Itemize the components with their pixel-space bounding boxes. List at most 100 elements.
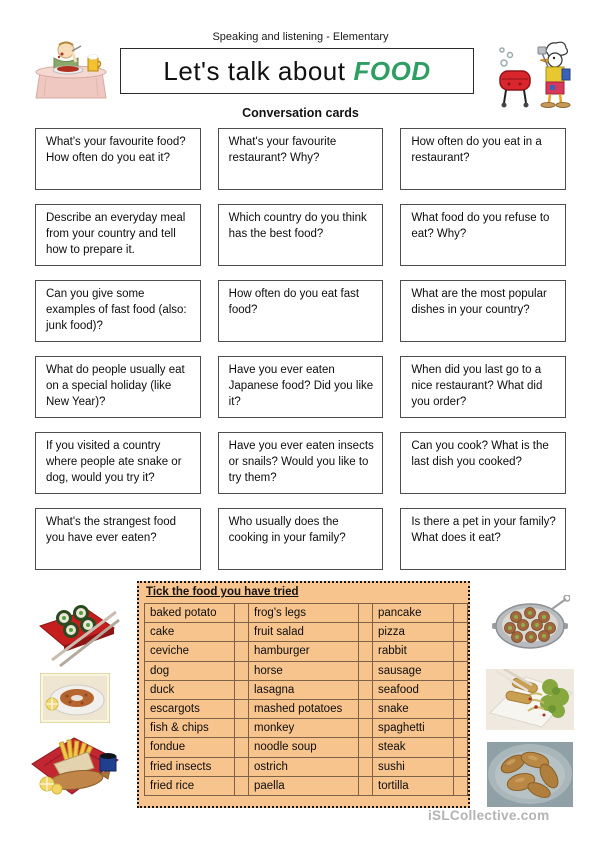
tick-box-cell[interactable] — [358, 602, 373, 624]
ceviche-plate-image — [39, 672, 111, 728]
tick-box-cell[interactable] — [358, 641, 373, 662]
food-name-cell: monkey — [248, 718, 359, 739]
tick-box-cell[interactable] — [358, 622, 373, 643]
title-prefix: Let's talk about — [163, 55, 346, 86]
tick-box-cell[interactable] — [234, 775, 249, 796]
sushi-tray-with-chopsticks-image — [34, 596, 120, 675]
conversation-card: Have you ever eaten insects or snails? W… — [217, 432, 384, 494]
tick-box-cell[interactable] — [358, 775, 373, 796]
food-name-cell: fondue — [144, 737, 235, 758]
islcollective-watermark: iSLCollective.com — [428, 808, 550, 823]
tick-box-cell[interactable] — [234, 679, 249, 700]
food-checklist-table: baked potato frog's legs pancake cake fruit … — [144, 602, 468, 796]
food-name-cell: fried insects — [144, 756, 235, 777]
tick-box-cell[interactable] — [358, 756, 373, 777]
tick-box-cell[interactable] — [234, 602, 249, 624]
tick-box-cell[interactable] — [234, 718, 249, 739]
food-table-row: cake fruit salad pizza — [144, 622, 468, 643]
food-table-row: dog horse sausage — [144, 660, 468, 681]
food-name-cell: rabbit — [372, 641, 454, 662]
food-table-row: fried insects ostrich sushi — [144, 756, 468, 777]
conversation-card: What's the strangest food you have ever … — [35, 508, 201, 570]
tick-box-cell[interactable] — [453, 756, 468, 777]
tick-box-cell[interactable] — [358, 679, 373, 700]
section-heading: Conversation cards — [242, 106, 359, 120]
conversation-card: Have you ever eaten Japanese food? Did y… — [217, 356, 384, 418]
food-table-row: baked potato frog's legs pancake — [144, 602, 468, 624]
food-name-cell: escargots — [144, 698, 235, 720]
conversation-card: Who usually does the cooking in your fam… — [217, 508, 384, 570]
tick-box-cell[interactable] — [358, 660, 373, 681]
worksheet-title-box: Let's talk about FOOD — [120, 48, 474, 94]
conversation-card: Is there a pet in your family? What does… — [400, 508, 566, 570]
conversation-card: What food do you refuse to eat? Why? — [400, 204, 566, 266]
food-name-cell: frog's legs — [248, 602, 359, 624]
conversation-card: How often do you eat fast food? — [217, 280, 384, 342]
food-name-cell: lasagna — [248, 679, 359, 700]
food-name-cell: paella — [248, 775, 359, 796]
tick-box-cell[interactable] — [453, 737, 468, 758]
worksheet-subtitle: Speaking and listening - Elementary — [212, 31, 389, 43]
tick-box-cell[interactable] — [453, 622, 468, 643]
food-name-cell: duck — [144, 679, 235, 700]
tick-box-cell[interactable] — [453, 679, 468, 700]
conversation-card: Describe an everyday meal from your coun… — [35, 204, 201, 266]
food-name-cell: pancake — [372, 602, 454, 624]
food-name-cell: sushi — [372, 756, 454, 777]
tick-box-cell[interactable] — [358, 737, 373, 758]
conversation-card: What's your favourite food? How often do… — [35, 128, 201, 190]
food-name-cell: steak — [372, 737, 454, 758]
food-name-cell: baked potato — [144, 602, 235, 624]
food-name-cell: cake — [144, 622, 235, 643]
escargots-pan-image — [490, 594, 571, 662]
tick-box-cell[interactable] — [358, 718, 373, 739]
man-eating-dinner-clipart — [32, 38, 110, 107]
tick-box-cell[interactable] — [234, 660, 249, 681]
conversation-card: What do people usually eat on a special … — [35, 356, 201, 418]
conversation-card: If you visited a country where people at… — [35, 432, 201, 494]
tick-box-cell[interactable] — [234, 756, 249, 777]
conversation-card: Which country do you think has the best … — [217, 204, 384, 266]
food-name-cell: fried rice — [144, 775, 235, 796]
title-highlight: FOOD — [353, 55, 431, 86]
food-name-cell: mashed potatoes — [248, 698, 359, 720]
food-name-cell: horse — [248, 660, 359, 681]
food-checklist-heading: Tick the food you have tried — [146, 586, 299, 598]
food-name-cell: snake — [372, 698, 454, 720]
food-table-row: fried rice paella tortilla — [144, 775, 468, 796]
tick-box-cell[interactable] — [234, 641, 249, 662]
tick-box-cell[interactable] — [358, 698, 373, 720]
food-table-row: duck lasagna seafood — [144, 679, 468, 700]
conversation-card: Can you give some examples of fast food … — [35, 280, 201, 342]
conversation-card: What are the most popular dishes in your… — [400, 280, 566, 342]
tick-box-cell[interactable] — [453, 775, 468, 796]
food-name-cell: ceviche — [144, 641, 235, 662]
tick-box-cell[interactable] — [234, 737, 249, 758]
tick-box-cell[interactable] — [453, 602, 468, 624]
conversation-card: What's your favourite restaurant? Why? — [217, 128, 384, 190]
conversation-card: Can you cook? What is the last dish you … — [400, 432, 566, 494]
food-table-row: ceviche hamburger rabbit — [144, 641, 468, 662]
food-name-cell: noodle soup — [248, 737, 359, 758]
tick-box-cell[interactable] — [453, 641, 468, 662]
tick-box-cell[interactable] — [453, 718, 468, 739]
tick-box-cell[interactable] — [453, 660, 468, 681]
conversation-cards-grid: What's your favourite food? How often do… — [35, 128, 566, 570]
food-name-cell: fruit salad — [248, 622, 359, 643]
food-checklist: Tick the food you have tried baked potat… — [137, 581, 470, 808]
fried-frog-legs-plate-image — [487, 742, 573, 812]
food-table-row: fish & chips monkey spaghetti — [144, 718, 468, 739]
tick-box-cell[interactable] — [453, 698, 468, 720]
conversation-card: When did you last go to a nice restauran… — [400, 356, 566, 418]
food-name-cell: dog — [144, 660, 235, 681]
food-name-cell: hamburger — [248, 641, 359, 662]
food-name-cell: ostrich — [248, 756, 359, 777]
food-table-row: fondue noodle soup steak — [144, 737, 468, 758]
tick-box-cell[interactable] — [234, 622, 249, 643]
food-name-cell: pizza — [372, 622, 454, 643]
tick-box-cell[interactable] — [234, 698, 249, 720]
food-name-cell: tortilla — [372, 775, 454, 796]
spring-rolls-plate-image — [486, 667, 574, 735]
food-name-cell: sausage — [372, 660, 454, 681]
